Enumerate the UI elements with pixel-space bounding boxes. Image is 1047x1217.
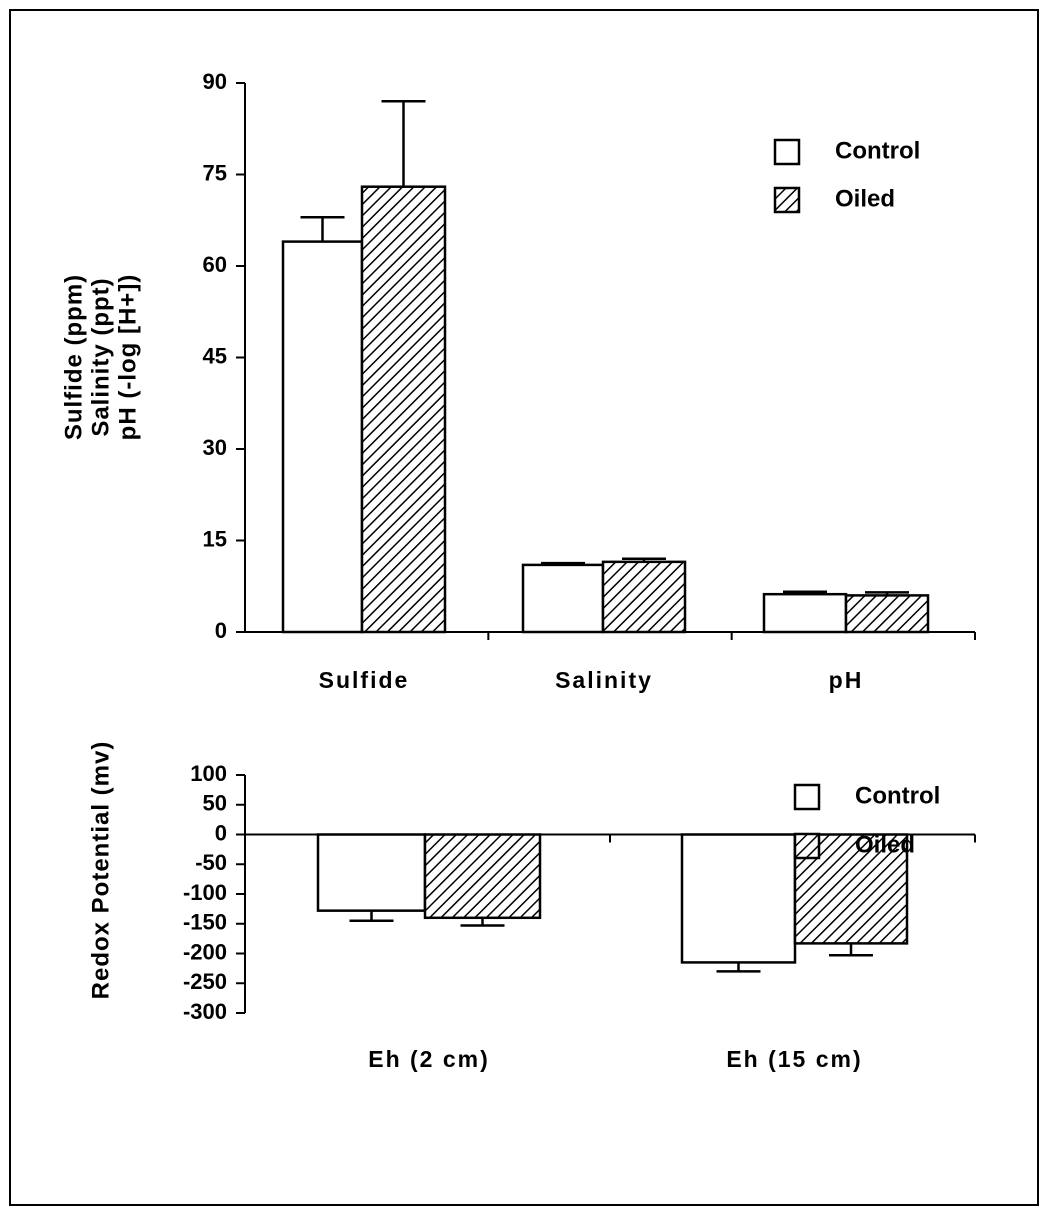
y-axis-label: Salinity (ppt) xyxy=(87,277,114,436)
y-axis-label: Redox Potential (mv) xyxy=(87,741,114,1000)
y-tick-label: -100 xyxy=(183,880,227,905)
y-tick-label: 90 xyxy=(203,69,227,94)
y-tick-label: -300 xyxy=(183,999,227,1024)
y-tick-label: -50 xyxy=(195,850,227,875)
y-tick-label: 0 xyxy=(215,820,227,845)
y-tick-label: 45 xyxy=(203,343,227,368)
y-tick-label: -150 xyxy=(183,910,227,935)
bar xyxy=(680,833,797,964)
legend-label: Oiled xyxy=(855,831,915,858)
x-tick-label: Eh (2 cm) xyxy=(368,1046,490,1072)
bar xyxy=(316,833,427,912)
y-tick-label: 30 xyxy=(203,435,227,460)
y-axis-label: pH (-log [H+]) xyxy=(114,274,141,441)
y-tick-label: -200 xyxy=(183,939,227,964)
bar xyxy=(521,563,605,634)
y-tick-label: 60 xyxy=(203,252,227,277)
bar xyxy=(281,240,364,634)
y-tick-label: 15 xyxy=(203,526,227,551)
frame xyxy=(9,9,1039,1206)
x-tick-label: Salinity xyxy=(555,667,653,693)
bar xyxy=(844,594,930,634)
bar xyxy=(762,592,848,634)
legend-swatch xyxy=(773,138,801,166)
y-axis-label: Sulfide (ppm) xyxy=(60,274,87,440)
legend-label: Control xyxy=(835,137,920,164)
legend-swatch xyxy=(793,783,821,811)
bar xyxy=(360,185,447,634)
legend-swatch xyxy=(793,832,821,860)
legend-swatch xyxy=(773,186,801,214)
bar xyxy=(423,833,542,920)
x-tick-label: Eh (15 cm) xyxy=(726,1046,862,1072)
legend-label: Oiled xyxy=(835,185,895,212)
y-tick-label: 75 xyxy=(203,160,227,185)
y-tick-label: 50 xyxy=(203,791,227,816)
y-tick-label: 100 xyxy=(190,761,227,786)
y-tick-label: 0 xyxy=(215,618,227,643)
bar xyxy=(601,560,687,634)
x-tick-label: pH xyxy=(829,667,864,693)
y-tick-label: -250 xyxy=(183,969,227,994)
legend-label: Control xyxy=(855,782,940,809)
x-tick-label: Sulfide xyxy=(319,667,410,693)
